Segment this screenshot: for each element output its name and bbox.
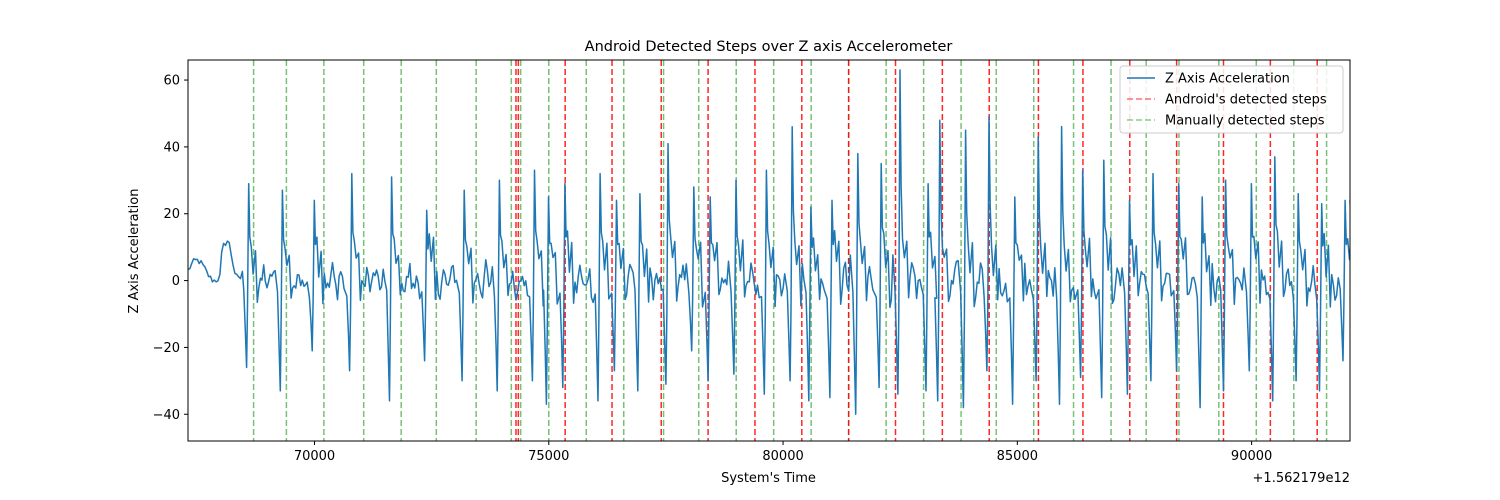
- x-axis-label: System's Time: [721, 471, 816, 486]
- y-axis-label: Z Axis Acceleration: [127, 189, 142, 314]
- y-tick-label-5: 60: [163, 74, 180, 89]
- plot-frame: [187, 59, 1351, 442]
- chart-title: Android Detected Steps over Z axis Accel…: [585, 39, 953, 55]
- y-tick-label-4: 40: [163, 140, 180, 155]
- plot-area: [188, 60, 1350, 441]
- y-tick-label-3: 20: [163, 207, 180, 222]
- y-tick-label-1: −20: [153, 341, 180, 356]
- legend-label-manual-steps: Manually detected steps: [1165, 114, 1325, 129]
- legend-frame: [1119, 65, 1344, 134]
- x-tick-label-2: 80000: [762, 449, 803, 464]
- x-tick-label-1: 75000: [528, 449, 569, 464]
- x-tick-label-0: 70000: [294, 449, 335, 464]
- x-tick-label-4: 90000: [1231, 449, 1272, 464]
- legend-label-z-axis: Z Axis Acceleration: [1165, 72, 1290, 87]
- x-tick-label-3: 85000: [997, 449, 1038, 464]
- y-axis-ticks: −40 −20 0 20 40 60: [153, 74, 188, 423]
- legend-label-android-steps: Android's detected steps: [1165, 93, 1327, 108]
- legend: Z Axis Acceleration Android's detected s…: [1119, 65, 1344, 134]
- y-tick-label-0: −40: [153, 408, 180, 423]
- x-axis-ticks: 70000 75000 80000 85000 90000: [294, 441, 1272, 464]
- y-tick-label-2: 0: [172, 274, 180, 289]
- series-line-z-axis-acceleration: [188, 69, 1350, 416]
- x-axis-offset-label: +1.562179e12: [1253, 471, 1350, 486]
- android-step-lines: [515, 60, 1318, 441]
